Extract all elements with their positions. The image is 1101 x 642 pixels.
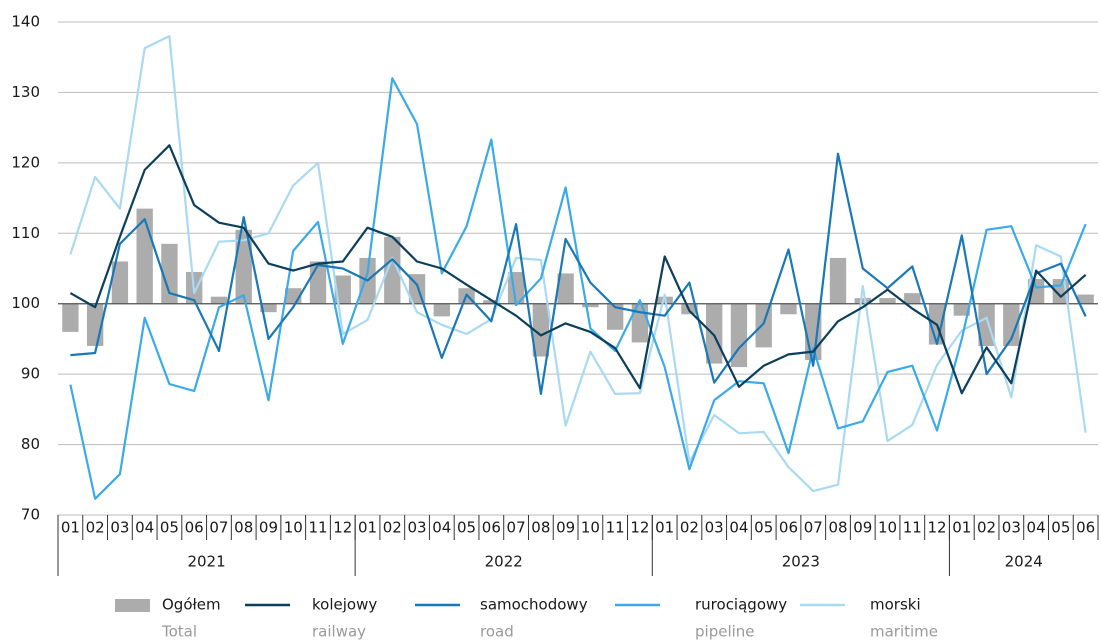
y-tick-label: 70 bbox=[21, 506, 40, 524]
legend-label-en: Total bbox=[161, 623, 197, 641]
bar bbox=[953, 303, 970, 316]
x-tick-label: 05 bbox=[754, 519, 773, 537]
x-tick-label: 09 bbox=[853, 519, 872, 537]
line-series bbox=[69, 144, 1087, 395]
bar bbox=[483, 300, 500, 304]
bar bbox=[904, 293, 921, 304]
bar bbox=[854, 298, 871, 304]
x-tick-label: 06 bbox=[482, 519, 501, 537]
bar bbox=[706, 303, 723, 364]
bar bbox=[235, 229, 252, 304]
bar bbox=[879, 298, 896, 304]
x-tick-label: 05 bbox=[457, 519, 476, 537]
x-tick-label: 02 bbox=[680, 519, 699, 537]
x-tick-label: 08 bbox=[234, 519, 253, 537]
bar bbox=[161, 243, 178, 304]
x-tick-label: 08 bbox=[828, 519, 847, 537]
x-tick-label: 01 bbox=[655, 519, 674, 537]
bar bbox=[532, 303, 550, 357]
x-tick-label: 04 bbox=[432, 519, 451, 537]
x-tick-label: 11 bbox=[606, 519, 625, 537]
bar bbox=[334, 275, 351, 304]
legend-label: Ogółem bbox=[162, 596, 221, 614]
y-tick-label: 80 bbox=[21, 435, 40, 453]
legend-label: samochodowy bbox=[480, 596, 588, 614]
bar bbox=[755, 303, 772, 348]
legend-label-en: railway bbox=[312, 623, 366, 641]
bar bbox=[136, 208, 153, 304]
bar bbox=[730, 303, 748, 368]
x-tick-label: 02 bbox=[383, 519, 402, 537]
x-tick-label: 03 bbox=[705, 519, 724, 537]
x-tick-label: 03 bbox=[110, 519, 129, 537]
y-tick-label: 140 bbox=[11, 13, 40, 31]
x-tick-label: 06 bbox=[1076, 519, 1095, 537]
x-tick-label: 05 bbox=[1051, 519, 1070, 537]
x-tick-label: 07 bbox=[209, 519, 228, 537]
x-tick-label: 12 bbox=[630, 519, 649, 537]
bar bbox=[111, 261, 129, 304]
x-tick-label: 10 bbox=[878, 519, 897, 537]
y-tick-label: 100 bbox=[11, 294, 40, 312]
bar bbox=[978, 303, 995, 346]
y-tick-label: 130 bbox=[11, 83, 40, 101]
x-tick-label: 11 bbox=[308, 519, 327, 537]
bar bbox=[780, 303, 797, 315]
legend-label: rurociągowy bbox=[695, 596, 787, 614]
year-label: 2022 bbox=[485, 553, 523, 571]
bar bbox=[606, 303, 624, 330]
x-tick-label: 10 bbox=[581, 519, 600, 537]
x-tick-label: 06 bbox=[779, 519, 798, 537]
x-tick-label: 08 bbox=[531, 519, 550, 537]
legend-label: kolejowy bbox=[312, 596, 377, 614]
x-tick-label: 03 bbox=[408, 519, 427, 537]
bar bbox=[582, 303, 599, 308]
bar bbox=[62, 303, 79, 332]
x-tick-label: 02 bbox=[86, 519, 105, 537]
legend-label-en: road bbox=[480, 623, 514, 641]
x-tick-label: 11 bbox=[903, 519, 922, 537]
x-tick-label: 04 bbox=[729, 519, 748, 537]
y-tick-label: 110 bbox=[11, 224, 40, 242]
y-tick-label: 120 bbox=[11, 153, 40, 171]
x-tick-label: 07 bbox=[507, 519, 526, 537]
x-tick-label: 03 bbox=[1002, 519, 1021, 537]
year-label: 2023 bbox=[782, 553, 820, 571]
legend-label: morski bbox=[870, 596, 921, 614]
bar bbox=[433, 303, 450, 317]
x-tick-label: 05 bbox=[160, 519, 179, 537]
x-tick-label: 01 bbox=[952, 519, 971, 537]
bar bbox=[260, 303, 277, 313]
legend-label-en: pipeline bbox=[695, 623, 755, 641]
bar bbox=[1003, 303, 1020, 346]
x-tick-label: 04 bbox=[1027, 519, 1046, 537]
x-tick-label: 01 bbox=[61, 519, 80, 537]
year-label: 2021 bbox=[187, 553, 225, 571]
y-tick-label: 90 bbox=[21, 365, 40, 383]
bar bbox=[1077, 294, 1094, 304]
x-tick-label: 01 bbox=[358, 519, 377, 537]
bar bbox=[309, 261, 327, 304]
x-tick-label: 09 bbox=[259, 519, 278, 537]
legend-label-en: maritime bbox=[870, 623, 938, 641]
x-tick-label: 10 bbox=[284, 519, 303, 537]
x-tick-label: 04 bbox=[135, 519, 154, 537]
x-tick-label: 02 bbox=[977, 519, 996, 537]
line-series bbox=[70, 152, 1087, 395]
legend-swatch bbox=[115, 599, 150, 612]
x-tick-label: 09 bbox=[556, 519, 575, 537]
x-tick-label: 07 bbox=[804, 519, 823, 537]
bar bbox=[829, 257, 847, 304]
year-label: 2024 bbox=[1005, 553, 1043, 571]
line-series bbox=[69, 77, 1087, 500]
x-tick-label: 12 bbox=[333, 519, 352, 537]
bar bbox=[557, 273, 574, 304]
bar bbox=[210, 296, 228, 304]
bar bbox=[384, 236, 401, 304]
x-tick-label: 06 bbox=[185, 519, 204, 537]
x-tick-label: 12 bbox=[928, 519, 947, 537]
